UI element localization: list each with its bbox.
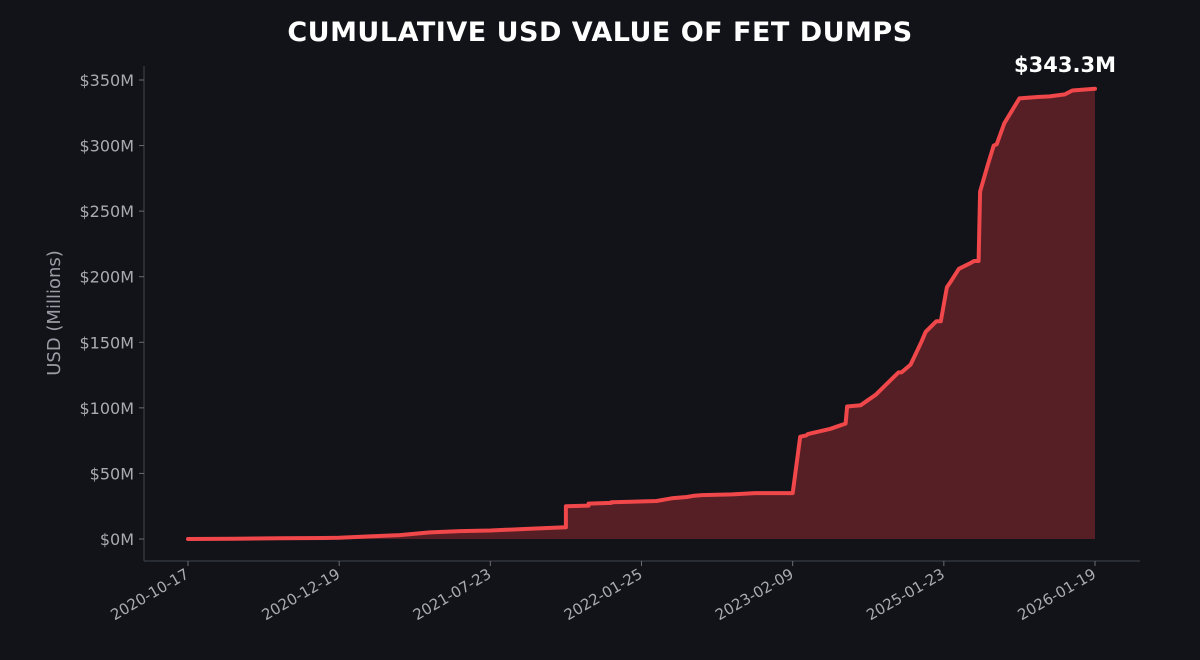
x-tick-label: 2026-01-19 — [1014, 565, 1099, 624]
y-tick-label: $250M — [79, 202, 134, 221]
y-tick-label: $50M — [90, 464, 134, 483]
y-axis-label: USD (Millions) — [44, 250, 65, 376]
y-tick-label: $150M — [79, 333, 134, 352]
x-tick-label: 2022-01-25 — [561, 565, 646, 624]
series-line — [186, 86, 1097, 541]
x-tick-label: 2023-02-09 — [712, 565, 797, 624]
y-tick-label: $100M — [79, 399, 134, 418]
y-tick-label: $200M — [79, 268, 134, 287]
x-tick-label: 2025-01-23 — [863, 565, 948, 624]
x-tick-label: 2020-12-19 — [259, 565, 344, 624]
series-area-fill — [188, 88, 1095, 540]
y-tick-label: $0M — [100, 530, 134, 549]
final-value-annotation: $343.3M — [1014, 53, 1116, 77]
area-layer — [186, 86, 1097, 541]
x-tick-label: 2020-10-17 — [107, 565, 192, 624]
y-tick-label: $350M — [79, 71, 134, 90]
chart-title: CUMULATIVE USD VALUE OF FET DUMPS — [287, 17, 912, 48]
x-tick-label: 2021-07-23 — [410, 565, 495, 624]
y-tick-label: $300M — [79, 137, 134, 156]
